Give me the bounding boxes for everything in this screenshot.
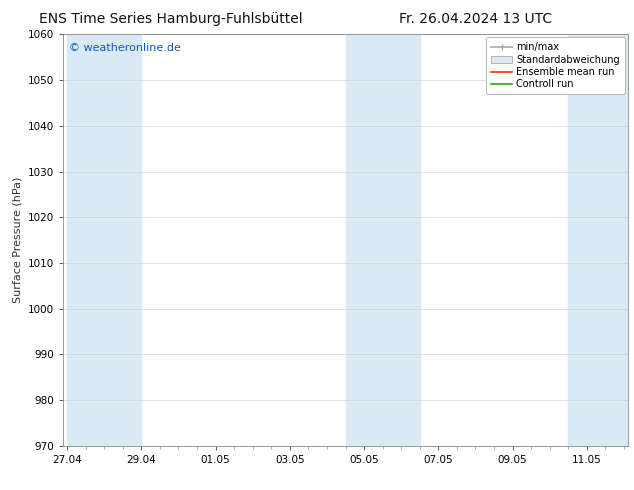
Legend: min/max, Standardabweichung, Ensemble mean run, Controll run: min/max, Standardabweichung, Ensemble me… bbox=[486, 37, 624, 94]
Bar bbox=[67, 34, 141, 446]
Text: ENS Time Series Hamburg-Fuhlsbüttel: ENS Time Series Hamburg-Fuhlsbüttel bbox=[39, 12, 303, 26]
Bar bbox=[568, 34, 628, 446]
Text: © weatheronline.de: © weatheronline.de bbox=[69, 43, 181, 52]
Bar bbox=[346, 34, 420, 446]
Y-axis label: Surface Pressure (hPa): Surface Pressure (hPa) bbox=[13, 177, 23, 303]
Text: Fr. 26.04.2024 13 UTC: Fr. 26.04.2024 13 UTC bbox=[399, 12, 552, 26]
